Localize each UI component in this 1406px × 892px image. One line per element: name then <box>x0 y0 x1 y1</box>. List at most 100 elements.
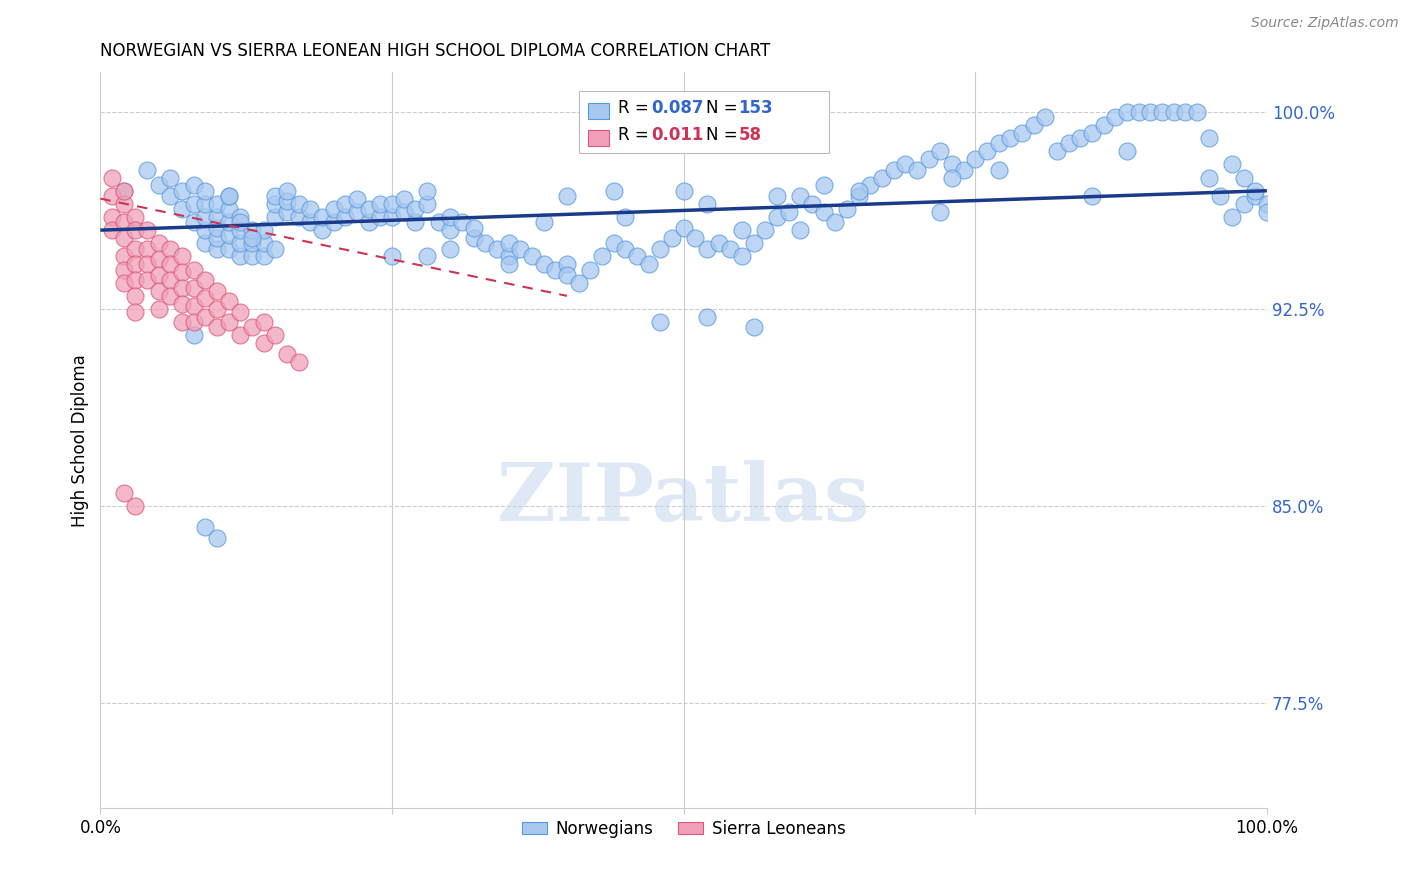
Point <box>1069 131 1091 145</box>
Point <box>835 202 858 216</box>
Point <box>170 249 193 263</box>
Point <box>533 215 555 229</box>
Point <box>124 210 146 224</box>
Point <box>218 215 240 229</box>
Point <box>766 210 789 224</box>
Point <box>346 204 368 219</box>
Point <box>685 231 707 245</box>
Point <box>229 236 252 251</box>
Point <box>148 178 170 193</box>
Point <box>194 310 217 324</box>
Point <box>229 223 252 237</box>
Point <box>148 236 170 251</box>
Point <box>170 281 193 295</box>
Point <box>357 215 380 229</box>
Point <box>941 170 963 185</box>
Point <box>322 215 344 229</box>
Point <box>696 310 718 324</box>
Point <box>183 215 205 229</box>
Point <box>112 197 135 211</box>
Point <box>148 268 170 282</box>
Point <box>311 223 333 237</box>
Point <box>1163 104 1185 119</box>
Point <box>194 184 217 198</box>
Point <box>520 249 543 263</box>
Point <box>637 257 659 271</box>
Point <box>1244 184 1267 198</box>
Point <box>474 236 496 251</box>
Point <box>299 215 322 229</box>
Point <box>929 204 952 219</box>
Text: 0.087: 0.087 <box>651 100 703 118</box>
Point <box>124 304 146 318</box>
Point <box>218 294 240 309</box>
Point <box>439 242 461 256</box>
Text: Source: ZipAtlas.com: Source: ZipAtlas.com <box>1251 16 1399 30</box>
Point <box>194 210 217 224</box>
Point <box>965 152 987 166</box>
Point <box>183 178 205 193</box>
Point <box>205 210 228 224</box>
FancyBboxPatch shape <box>588 103 609 119</box>
Point <box>240 320 263 334</box>
Point <box>276 194 298 209</box>
Point <box>124 223 146 237</box>
Point <box>229 215 252 229</box>
Point <box>1092 118 1115 132</box>
Point <box>346 192 368 206</box>
Point <box>731 223 754 237</box>
Point <box>463 220 485 235</box>
Point <box>1198 170 1220 185</box>
Point <box>672 184 695 198</box>
Point <box>124 257 146 271</box>
Point <box>112 215 135 229</box>
Point <box>205 242 228 256</box>
Point <box>253 236 276 251</box>
Point <box>218 189 240 203</box>
Point <box>205 197 228 211</box>
Point <box>485 242 508 256</box>
Point <box>112 262 135 277</box>
Point <box>766 189 789 203</box>
Point <box>194 520 217 534</box>
Point <box>416 184 439 198</box>
Point <box>917 152 939 166</box>
Text: ZIPatlas: ZIPatlas <box>498 460 870 538</box>
Point <box>205 220 228 235</box>
Point <box>672 220 695 235</box>
Point <box>661 231 683 245</box>
Point <box>976 145 998 159</box>
Point <box>311 210 333 224</box>
Point <box>1011 126 1033 140</box>
Point <box>194 273 217 287</box>
Point <box>1244 189 1267 203</box>
Point <box>427 215 450 229</box>
Point <box>159 257 181 271</box>
Point <box>579 262 602 277</box>
Text: N =: N = <box>706 126 737 144</box>
Point <box>218 202 240 216</box>
Point <box>509 242 531 256</box>
Point <box>264 210 287 224</box>
Point <box>905 162 928 177</box>
Point <box>416 197 439 211</box>
Point <box>205 231 228 245</box>
Point <box>357 202 380 216</box>
Point <box>650 242 672 256</box>
Point <box>1116 145 1139 159</box>
Point <box>544 262 567 277</box>
Point <box>848 184 870 198</box>
Point <box>299 202 322 216</box>
Point <box>1128 104 1150 119</box>
Point <box>218 242 240 256</box>
Legend: Norwegians, Sierra Leoneans: Norwegians, Sierra Leoneans <box>516 813 852 844</box>
Point <box>183 328 205 343</box>
Point <box>1185 104 1208 119</box>
Point <box>1209 189 1232 203</box>
Point <box>287 197 309 211</box>
Point <box>381 197 404 211</box>
Point <box>789 189 811 203</box>
Point <box>322 202 344 216</box>
Point <box>718 242 741 256</box>
Point <box>124 499 146 513</box>
